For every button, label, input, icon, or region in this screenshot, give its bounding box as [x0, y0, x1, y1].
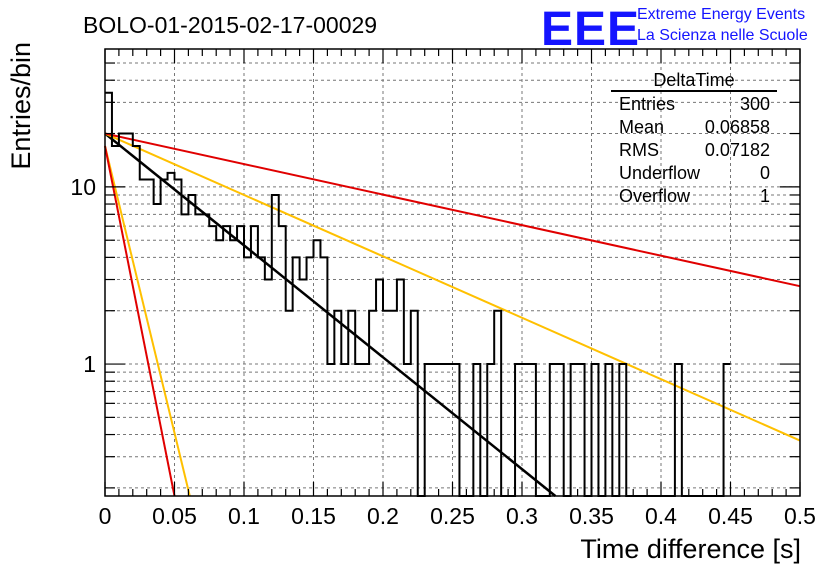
fit-lines — [104, 132, 801, 497]
fit-line-4 — [104, 132, 801, 288]
y-tick-labels: 1 10 — [70, 174, 96, 377]
x-tick-label: 0.4 — [645, 503, 677, 529]
y-tick-label: 10 — [70, 174, 96, 200]
chart-title: BOLO-01-2015-02-17-00029 — [83, 12, 377, 38]
x-tick-label: 0.35 — [569, 503, 614, 529]
x-tick-labels: 0 0.05 0.1 0.15 0.2 0.25 0.3 0.35 0.4 0.45 0.5 — [99, 503, 816, 529]
stats-row-value: 0.06858 — [705, 117, 770, 137]
x-tick-label: 0.15 — [291, 503, 336, 529]
x-tick-label: 0.5 — [784, 503, 816, 529]
stats-row-value: 0.07182 — [705, 140, 770, 160]
stats-row-value: 1 — [760, 186, 770, 206]
x-tick-label: 0.45 — [708, 503, 753, 529]
x-tick-label: 0.1 — [228, 503, 260, 529]
y-axis-title: Entries/bin — [6, 42, 36, 170]
stats-row-label: RMS — [619, 140, 659, 160]
stats-box-title: DeltaTime — [653, 70, 734, 90]
x-tick-label: 0 — [99, 503, 112, 529]
stats-row-label: Mean — [619, 117, 664, 137]
eee-logo-mark: EEE — [541, 3, 640, 56]
x-tick-label: 0.05 — [152, 503, 197, 529]
x-tick-label: 0.3 — [506, 503, 538, 529]
x-tick-label: 0.2 — [367, 503, 399, 529]
eee-logo-line2: La Scienza nelle Scuole — [637, 27, 808, 44]
stats-row-label: Overflow — [619, 186, 691, 206]
fit-line-3 — [104, 145, 191, 497]
stats-row-label: Entries — [619, 94, 675, 114]
grid-lines — [105, 49, 800, 496]
y-tick-label: 1 — [83, 351, 96, 377]
stats-row-value: 0 — [760, 163, 770, 183]
stats-row-value: 300 — [740, 94, 770, 114]
stats-box: DeltaTime Entries 300 Mean 0.06858 RMS 0.0718… — [611, 70, 777, 206]
eee-logo-line1: Extreme Energy Events — [637, 6, 805, 23]
x-tick-label: 0.25 — [430, 503, 475, 529]
axis-ticks — [104, 49, 801, 496]
x-axis-title: Time difference [s] — [580, 534, 801, 564]
fit-line-5 — [104, 145, 176, 497]
stats-row-label: Underflow — [619, 163, 701, 183]
fit-line-2 — [104, 132, 801, 442]
